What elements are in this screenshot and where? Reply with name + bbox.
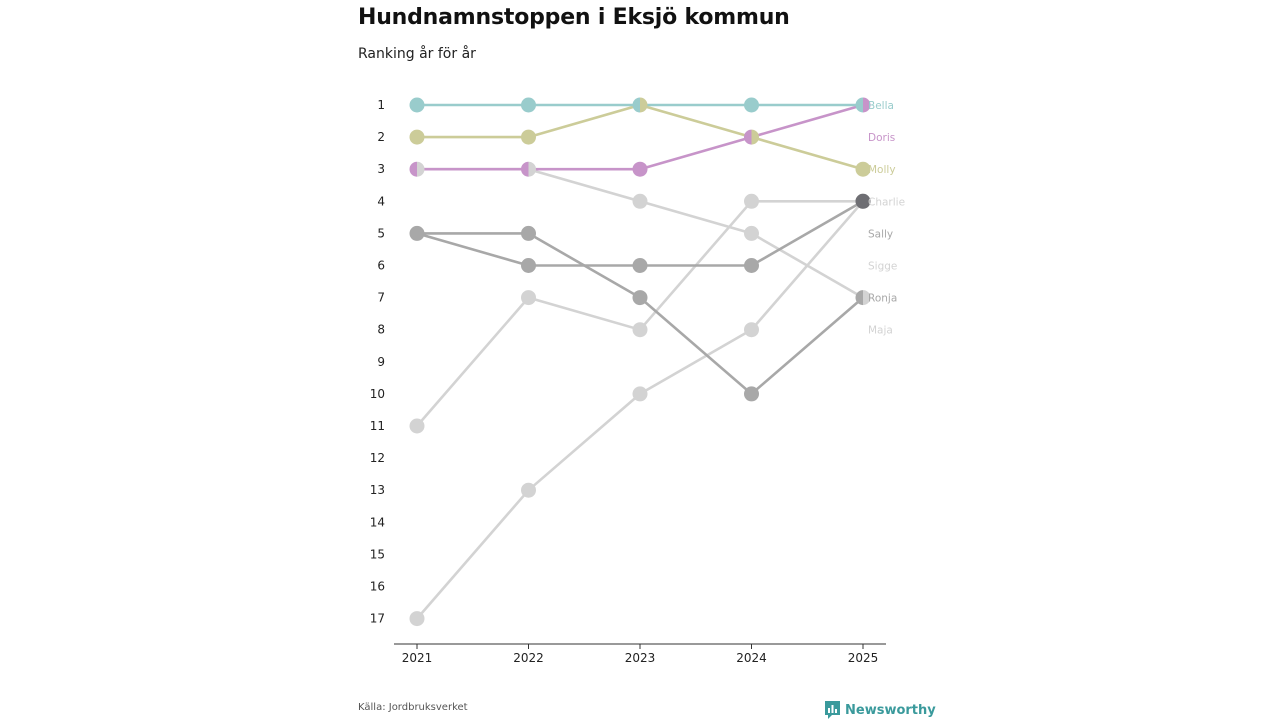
x-axis-ticks: 2021 2022 2023 2024 2025 <box>402 644 879 665</box>
label-maja: Maja <box>868 325 893 337</box>
dot-sigge-2021[interactable] <box>409 418 425 434</box>
dot-bella-2023[interactable] <box>632 97 641 113</box>
dot-bella-2021[interactable] <box>409 97 425 113</box>
dot-maja-2024[interactable] <box>744 322 759 338</box>
dot-sally-2022[interactable] <box>521 258 536 273</box>
y-tick-label-12: 12 <box>370 451 385 465</box>
y-tick-label-7: 7 <box>377 291 385 305</box>
label-bella: Bella <box>868 100 894 112</box>
label-sigge: Sigge <box>868 261 897 273</box>
dot-charlie-2021[interactable] <box>417 161 425 177</box>
y-tick-label-8: 8 <box>377 323 385 337</box>
x-tick-label-2021: 2021 <box>402 651 433 665</box>
series-dots <box>409 97 871 627</box>
dot-ronja-2022[interactable] <box>521 225 536 241</box>
y-tick-label-13: 13 <box>370 483 385 497</box>
dot-sally-2021[interactable] <box>409 225 417 241</box>
source-note: Källa: Jordbruksverket <box>358 702 468 713</box>
y-tick-label-11: 11 <box>370 419 385 433</box>
x-tick-label-2022: 2022 <box>513 651 544 665</box>
dot-doris-2022[interactable] <box>521 161 529 177</box>
chart-title: Hundnamnstoppen i Eksjö kommun <box>358 5 790 30</box>
label-charlie: Charlie <box>868 196 905 208</box>
dot-ronja-2025[interactable] <box>855 290 863 306</box>
dot-sigge-2024[interactable] <box>744 193 759 209</box>
y-tick-label-10: 10 <box>370 387 385 401</box>
label-doris: Doris <box>868 132 895 144</box>
series-lines <box>416 103 864 620</box>
y-tick-label-1: 1 <box>377 98 385 112</box>
dot-sally-2024[interactable] <box>744 258 759 273</box>
dot-ronja-2024[interactable] <box>744 386 759 402</box>
dot-doris-2024[interactable] <box>744 129 752 145</box>
y-tick-label-5: 5 <box>377 226 385 240</box>
dot-doris-2025[interactable] <box>863 97 871 113</box>
line-ronja[interactable] <box>417 232 864 396</box>
y-tick-label-3: 3 <box>377 162 385 176</box>
dot-maja-2022[interactable] <box>521 482 536 498</box>
dot-sigge-2023[interactable] <box>632 322 648 338</box>
brand-logo: Newsworthy <box>824 700 936 720</box>
x-tick-label-2024: 2024 <box>736 651 767 665</box>
x-tick-label-2023: 2023 <box>625 651 656 665</box>
dot-molly-2023[interactable] <box>640 97 648 113</box>
dot-maja-2023[interactable] <box>632 386 648 402</box>
dot-molly-2025[interactable] <box>855 161 871 177</box>
line-molly[interactable] <box>417 103 864 171</box>
label-ronja: Ronja <box>868 293 897 305</box>
y-tick-label-4: 4 <box>377 194 385 208</box>
y-tick-label-16: 16 <box>370 580 385 594</box>
dot-bella-2025[interactable] <box>855 97 863 113</box>
dot-ronja-2023[interactable] <box>632 290 648 306</box>
dot-bella-2022[interactable] <box>521 97 536 113</box>
brand-name: Newsworthy <box>845 702 936 718</box>
dot-charlie-2025[interactable] <box>863 290 871 306</box>
y-tick-label-17: 17 <box>370 612 385 626</box>
dot-ronja-2021[interactable] <box>417 225 425 241</box>
dot-doris-2023[interactable] <box>632 161 648 177</box>
chart-subtitle: Ranking år för år <box>358 46 476 62</box>
dot-bella-2024[interactable] <box>744 97 759 113</box>
dot-molly-2022[interactable] <box>521 129 536 145</box>
y-tick-label-6: 6 <box>377 259 385 273</box>
y-tick-label-14: 14 <box>370 515 385 529</box>
dot-maja-2021[interactable] <box>409 611 425 627</box>
y-tick-label-9: 9 <box>377 355 385 369</box>
bar-chart-icon <box>825 701 840 719</box>
dot-sigge-2022[interactable] <box>521 290 536 306</box>
dot-charlie-2023[interactable] <box>632 193 648 209</box>
label-molly: Molly <box>868 164 896 176</box>
dot-charlie-2024[interactable] <box>744 225 759 241</box>
dot-sally-highlight[interactable] <box>855 193 871 209</box>
dot-doris-2021[interactable] <box>409 161 417 177</box>
series-labels: Bella Doris Molly Charlie Sally Sigge Ronja Maj… <box>868 100 905 337</box>
dot-molly-2024[interactable] <box>751 129 760 145</box>
label-sally: Sally <box>868 228 893 240</box>
dot-charlie-2022[interactable] <box>528 161 537 177</box>
dot-molly-2021[interactable] <box>409 129 425 145</box>
dot-sally-2023[interactable] <box>632 258 648 273</box>
x-tick-label-2025: 2025 <box>848 651 879 665</box>
y-tick-label-15: 15 <box>370 547 385 561</box>
y-tick-label-2: 2 <box>377 130 385 144</box>
